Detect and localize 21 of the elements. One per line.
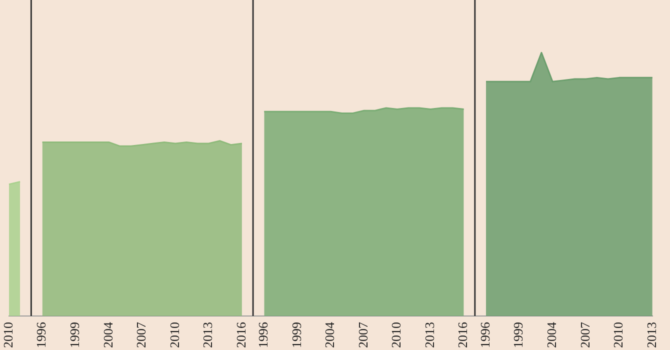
- x-tick-label: 2007: [355, 322, 370, 348]
- x-tick-label: 2007: [577, 322, 592, 348]
- x-tick-label: 2013: [422, 322, 437, 348]
- x-tick-label: 2013: [644, 322, 659, 348]
- x-tick-label: 2016: [233, 322, 248, 348]
- x-tick-label: 2010: [166, 322, 182, 348]
- x-tick-label: 2010: [610, 322, 626, 348]
- x-tick-label: 2010: [0, 322, 16, 348]
- x-tick-label: 1996: [477, 322, 492, 348]
- x-tick-label: 2016: [455, 322, 470, 348]
- x-tick-label: 2013: [200, 322, 216, 348]
- x-tick-label: 2007: [134, 322, 149, 348]
- x-tick-label: 2010: [388, 322, 404, 348]
- x-tick-label: 1999: [288, 322, 304, 348]
- x-tick-label: 2004: [100, 322, 116, 348]
- x-tick-label: 2004: [322, 322, 338, 348]
- x-tick-label: 1999: [510, 322, 526, 348]
- x-tick-label: 1996: [34, 322, 49, 348]
- x-tick-label: 1996: [256, 322, 271, 348]
- x-tick-label: 2004: [544, 322, 559, 348]
- x-tick-label: 1999: [66, 322, 82, 348]
